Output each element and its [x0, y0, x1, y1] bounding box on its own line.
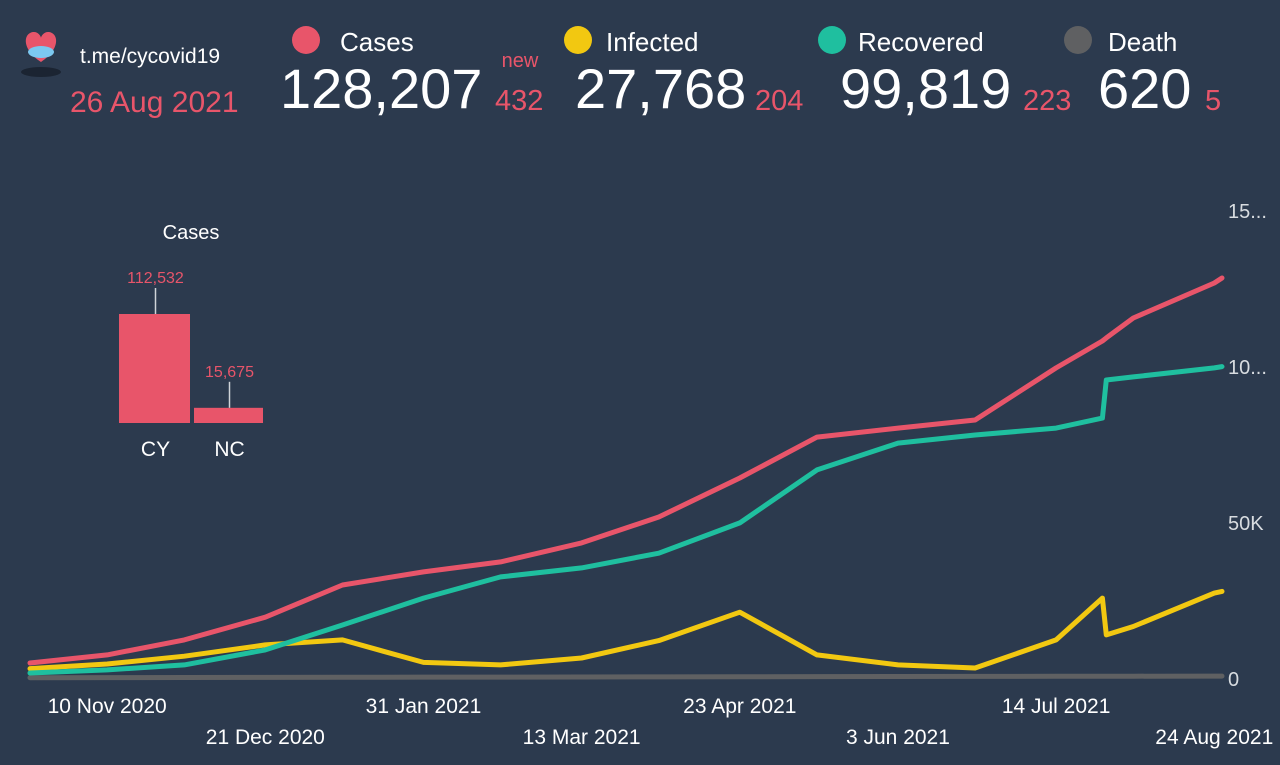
x-tick-label: 21 Dec 2020	[206, 726, 325, 749]
y-tick-label: 10...	[1228, 357, 1267, 379]
x-tick-label: NC	[214, 438, 244, 461]
x-tick-label: 31 Jan 2021	[366, 695, 482, 718]
series-line	[27, 673, 1225, 681]
total-value: 27,768	[575, 57, 746, 120]
bar	[194, 407, 263, 423]
series-line	[27, 275, 1225, 666]
new-value: 5	[1205, 85, 1221, 117]
total-value: 128,207	[280, 57, 482, 120]
bar	[119, 314, 190, 423]
value-label: 112,532	[127, 270, 184, 287]
legend-dot	[564, 26, 592, 54]
series-line	[27, 588, 1225, 672]
x-tick-label: 10 Nov 2020	[48, 695, 167, 718]
series-line	[27, 364, 1225, 676]
logo	[21, 32, 61, 77]
x-tick-label: 14 Jul 2021	[1002, 695, 1111, 718]
new-value: 432	[495, 85, 543, 117]
x-tick-label: 3 Jun 2021	[846, 726, 950, 749]
y-tick-label: 50K	[1228, 513, 1264, 535]
x-tick-label: 23 Apr 2021	[683, 695, 796, 718]
y-tick-label: 0	[1228, 669, 1239, 691]
y-tick-label: 15...	[1228, 201, 1267, 223]
new-value: 223	[1023, 85, 1071, 117]
legend-dot	[292, 26, 320, 54]
x-tick-label: 24 Aug 2021	[1155, 726, 1273, 749]
x-tick-label: 13 Mar 2021	[523, 726, 641, 749]
legend-dot	[1064, 26, 1092, 54]
new-label: new	[502, 50, 539, 72]
legend-label: Infected	[606, 27, 699, 57]
x-tick-label: CY	[141, 438, 170, 461]
channel: t.me/cycovid19	[80, 45, 220, 68]
legend-dot	[818, 26, 846, 54]
logo-base	[21, 67, 61, 77]
legend-label: Recovered	[858, 27, 984, 57]
logo-bowl	[28, 46, 54, 58]
total-value: 99,819	[840, 57, 1011, 120]
new-value: 204	[755, 85, 803, 117]
value-label: 15,675	[205, 364, 254, 381]
legend-label: Death	[1108, 27, 1177, 57]
chart-title: Cases	[163, 222, 220, 244]
report-date: 26 Aug 2021	[70, 86, 239, 119]
legend-label: Cases	[340, 27, 414, 57]
total-value: 620	[1098, 57, 1191, 120]
